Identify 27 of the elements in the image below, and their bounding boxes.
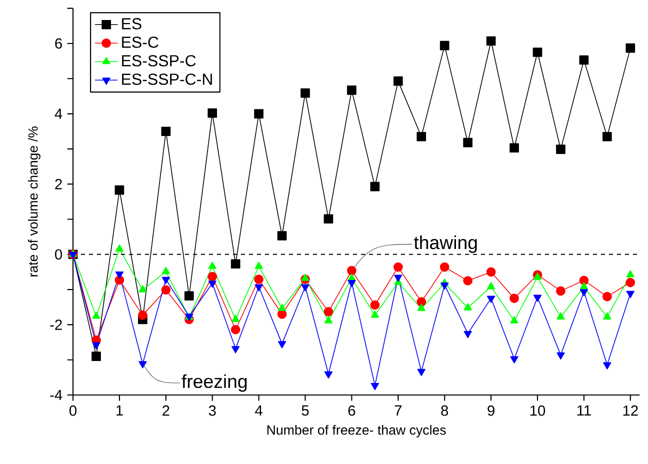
x-tick-label: 4 — [255, 405, 262, 416]
x-axis-title: Number of freeze- thaw cycles — [267, 424, 446, 438]
x-tick-label: 12 — [623, 405, 638, 416]
y-tick-label: 0 — [55, 249, 62, 260]
legend-label: ES-SSP-C — [122, 55, 196, 66]
x-tick-label: 8 — [441, 405, 448, 416]
y-tick-label: -4 — [50, 390, 62, 400]
legend-label: ES-C — [122, 36, 158, 48]
x-tick-label: 6 — [348, 405, 356, 416]
x-tick-label: 7 — [394, 405, 402, 416]
y-axis-title: rate of volume change /% — [28, 126, 40, 276]
x-tick-label: 9 — [488, 405, 494, 416]
x-tick-label: 0 — [69, 405, 76, 416]
y-tick-label: 4 — [54, 108, 62, 119]
x-tick-label: 5 — [302, 405, 309, 416]
legend-label: ES — [122, 18, 142, 30]
legend-label: ES-SSP-C-N — [122, 74, 212, 85]
x-tick-label: 1 — [116, 405, 123, 416]
x-tick-label: 10 — [530, 405, 546, 416]
y-tick-label: 2 — [55, 178, 62, 190]
x-tick-label: 11 — [577, 405, 591, 416]
annotation: thawing — [414, 235, 477, 253]
annotation: freezing — [182, 374, 247, 392]
x-tick-label: 3 — [208, 405, 216, 416]
y-tick-label: 6 — [55, 38, 62, 49]
x-tick-label: 2 — [162, 405, 170, 416]
y-tick-label: -2 — [50, 320, 62, 330]
